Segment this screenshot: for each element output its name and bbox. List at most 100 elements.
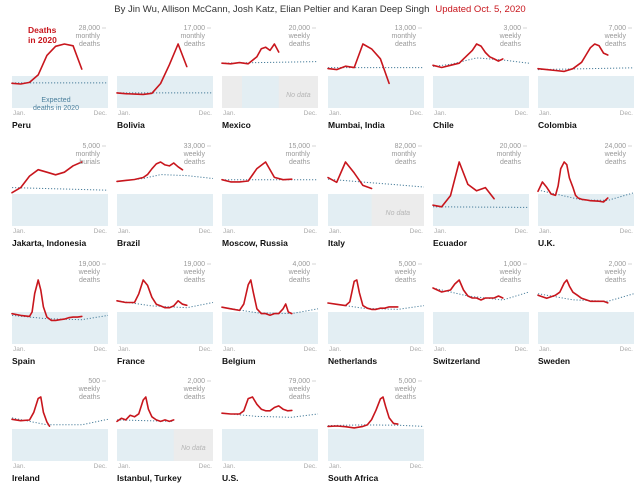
axis-end-label: Dec.: [94, 110, 108, 117]
actual-line: [327, 279, 399, 311]
axis-start-label: Jan.: [223, 346, 235, 353]
actual-line: [432, 43, 504, 69]
chart-title: Peru: [12, 120, 31, 130]
chart-title: Chile: [433, 120, 454, 130]
legend-actual: in 2020: [28, 35, 57, 45]
actual-line: [432, 161, 495, 208]
unit-label: deaths: [500, 41, 522, 48]
expected-band: [12, 194, 108, 226]
ymax-label: 19,000: [184, 261, 206, 268]
unit-label: weekly: [183, 386, 206, 393]
expected-line: [11, 187, 109, 191]
nodata-region: [173, 429, 213, 461]
chart-title: Italy: [328, 238, 345, 248]
ymax-label: 4,000: [292, 261, 310, 268]
axis-end-label: Dec.: [94, 346, 108, 353]
actual-line: [537, 43, 609, 73]
unit-label: deaths: [289, 277, 311, 284]
expected-band: [538, 312, 634, 344]
unit-label: deaths: [500, 277, 522, 284]
ymax-label: 19,000: [79, 261, 101, 268]
axis-start-label: Jan.: [13, 110, 25, 117]
axis-end-label: Dec.: [199, 463, 213, 470]
chart-title: Ecuador: [433, 238, 468, 248]
unit-label: deaths: [79, 277, 101, 284]
expected-band: [12, 76, 108, 108]
actual-line: [11, 396, 51, 428]
axis-start-label: Jan.: [118, 110, 130, 117]
ymax-label: 5,000: [398, 378, 416, 385]
axis-end-label: Dec.: [620, 228, 634, 235]
actual-line: [221, 161, 293, 183]
actual-line: [11, 161, 83, 194]
ymax-label: 82,000: [395, 143, 417, 150]
chart-title: Jakarta, Indonesia: [12, 238, 86, 248]
ymax-label: 5,000: [82, 143, 100, 150]
axis-start-label: Jan.: [329, 346, 341, 353]
actual-line: [221, 279, 293, 317]
ymax-label: 28,000: [79, 25, 101, 32]
unit-label: deaths: [79, 41, 101, 48]
chart-title: South Africa: [328, 473, 378, 483]
ymax-label: 17,000: [184, 25, 206, 32]
axis-start-label: Jan.: [118, 463, 130, 470]
ymax-label: 2,000: [187, 378, 205, 385]
axis-end-label: Dec.: [94, 463, 108, 470]
axis-end-label: Dec.: [410, 463, 424, 470]
legend-actual: Deaths: [28, 25, 57, 35]
axis-start-label: Jan.: [329, 228, 341, 235]
unit-label: weekly: [183, 269, 206, 276]
expected-band: [328, 312, 424, 344]
unit-label: monthly: [391, 33, 416, 40]
axis-end-label: Dec.: [199, 346, 213, 353]
axis-end-label: Dec.: [304, 346, 318, 353]
actual-line: [116, 43, 188, 96]
actual-line: [537, 279, 609, 304]
expected-line: [432, 206, 530, 208]
unit-label: weekly: [183, 151, 206, 158]
expected-band: [117, 194, 213, 226]
unit-label: monthly: [285, 151, 310, 158]
axis-start-label: Jan.: [329, 463, 341, 470]
actual-line: [11, 279, 83, 322]
axis-end-label: Dec.: [410, 110, 424, 117]
axis-start-label: Jan.: [329, 110, 341, 117]
unit-label: monthly: [75, 151, 100, 158]
chart-title: U.K.: [538, 238, 555, 248]
chart-title: Belgium: [222, 356, 256, 366]
axis-end-label: Dec.: [304, 463, 318, 470]
unit-label: weekly: [288, 269, 311, 276]
unit-label: deaths: [184, 41, 206, 48]
expected-band: [328, 429, 424, 461]
actual-line: [116, 279, 188, 309]
unit-label: weekly: [499, 33, 522, 40]
chart-title: Switzerland: [433, 356, 480, 366]
axis-start-label: Jan.: [223, 228, 235, 235]
axis-start-label: Jan.: [13, 346, 25, 353]
axis-end-label: Dec.: [304, 110, 318, 117]
actual-line: [221, 43, 280, 65]
actual-line: [327, 396, 399, 429]
axis-end-label: Dec.: [304, 228, 318, 235]
axis-start-label: Jan.: [434, 110, 446, 117]
actual-line: [432, 279, 504, 301]
unit-label: weekly: [604, 33, 627, 40]
nodata-label: No data: [181, 445, 206, 452]
expected-band: [222, 312, 318, 344]
expected-line: [537, 67, 635, 71]
chart-title: Sweden: [538, 356, 570, 366]
expected-line: [432, 287, 530, 301]
chart-title: Spain: [12, 356, 35, 366]
chart-title: France: [117, 356, 145, 366]
expected-band: [538, 76, 634, 108]
expected-line: [116, 174, 214, 182]
axis-end-label: Dec.: [199, 110, 213, 117]
